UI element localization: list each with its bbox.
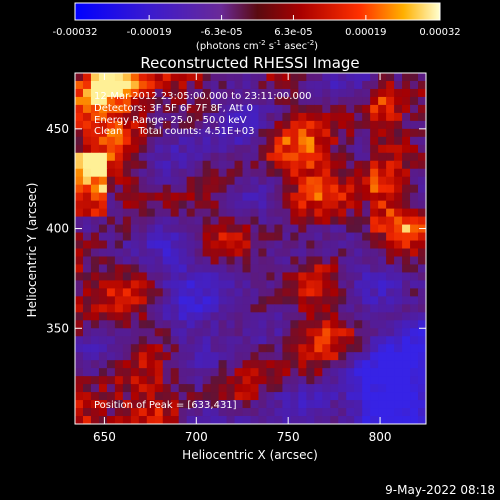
plot-frame — [74, 72, 427, 425]
colorbar-tick-label: -0.00019 — [127, 27, 172, 38]
x-tick-label: 800 — [369, 430, 392, 444]
y-axis-label: Heliocentric Y (arcsec) — [25, 183, 39, 318]
colorbar-tick-label: 0.00019 — [345, 27, 386, 38]
colorbar-tick-label: -6.3e-05 — [201, 27, 243, 38]
colorbar-tick-label: 6.3e-05 — [274, 27, 312, 38]
annotation-detectors: Detectors: 3F 5F 6F 7F 8F, Att 0 — [94, 103, 253, 114]
colorbar-tick-label: 0.00032 — [419, 27, 460, 38]
annotation-energy: Energy Range: 25.0 - 50.0 keV — [94, 115, 247, 126]
peak-position-label: Position of Peak = [633,431] — [94, 400, 237, 411]
footer-timestamp: 9-May-2022 08:18 — [385, 483, 495, 497]
y-tick-label: 400 — [46, 222, 69, 236]
annotation-counts: Clean Total counts: 4.51E+03 — [94, 126, 254, 137]
x-axis-label: Heliocentric X (arcsec) — [182, 448, 318, 462]
colorbar-ticks: -0.00032 -0.00019 -6.3e-05 6.3e-05 0.00019 0.… — [53, 15, 461, 38]
chart-title: Reconstructed RHESSI Image — [140, 54, 359, 72]
x-tick-label: 650 — [93, 430, 116, 444]
y-tick-label: 450 — [46, 122, 69, 136]
annotation-time: 12-Mar-2012 23:05:00.000 to 23:11:00.000 — [94, 91, 312, 102]
colorbar-tick-label: -0.00032 — [53, 27, 98, 38]
x-tick-label: 750 — [277, 430, 300, 444]
colorbar — [74, 2, 441, 21]
x-tick-label: 700 — [185, 430, 208, 444]
heatmap-image — [75, 73, 426, 424]
axis-ticks: 650 700 750 800 350 400 450 — [46, 73, 426, 444]
y-tick-label: 350 — [46, 321, 69, 335]
info-annotations: 12-Mar-2012 23:05:00.000 to 23:11:00.000… — [94, 91, 312, 137]
colorbar-units-label: (photons cm-2 s-1 asec-2) — [196, 39, 318, 52]
